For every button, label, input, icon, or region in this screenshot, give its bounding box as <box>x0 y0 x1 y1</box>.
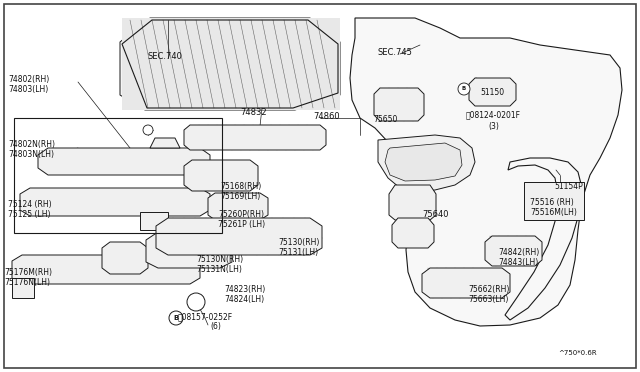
Bar <box>140 212 168 230</box>
Polygon shape <box>140 18 163 110</box>
Text: B: B <box>173 315 179 321</box>
Text: 75125 (LH): 75125 (LH) <box>8 210 51 219</box>
Bar <box>14 118 222 233</box>
Text: 75176M(RH): 75176M(RH) <box>4 268 52 277</box>
Text: 75650: 75650 <box>373 115 397 124</box>
Circle shape <box>187 293 205 311</box>
Bar <box>12 278 34 298</box>
Polygon shape <box>38 148 210 175</box>
Polygon shape <box>12 255 200 284</box>
Polygon shape <box>485 236 542 266</box>
Polygon shape <box>194 18 217 110</box>
Text: 75124 (RH): 75124 (RH) <box>8 200 52 209</box>
Circle shape <box>458 83 470 95</box>
Polygon shape <box>350 18 622 326</box>
Polygon shape <box>102 242 148 274</box>
Text: 75516M(LH): 75516M(LH) <box>530 208 577 217</box>
Polygon shape <box>338 18 340 110</box>
Polygon shape <box>392 218 434 248</box>
Text: 74803N(LH): 74803N(LH) <box>8 150 54 159</box>
Polygon shape <box>374 88 424 121</box>
Polygon shape <box>266 18 289 110</box>
Text: 75130N(RH): 75130N(RH) <box>196 255 243 264</box>
Polygon shape <box>293 18 316 110</box>
Polygon shape <box>311 18 334 110</box>
Text: 74832: 74832 <box>240 108 267 117</box>
Polygon shape <box>469 78 516 106</box>
Polygon shape <box>131 18 154 110</box>
Text: 74842(RH): 74842(RH) <box>498 248 540 257</box>
Polygon shape <box>150 138 180 148</box>
Polygon shape <box>257 18 280 110</box>
Polygon shape <box>184 125 326 150</box>
Polygon shape <box>385 143 462 181</box>
Text: 74860: 74860 <box>313 112 340 121</box>
Text: 75640: 75640 <box>422 210 449 219</box>
Polygon shape <box>149 18 172 110</box>
Polygon shape <box>212 18 235 110</box>
Polygon shape <box>185 18 208 110</box>
Polygon shape <box>378 135 475 192</box>
Text: 74823(RH): 74823(RH) <box>224 285 265 294</box>
Text: (6): (6) <box>210 322 221 331</box>
Text: 74803(LH): 74803(LH) <box>8 85 48 94</box>
Polygon shape <box>248 18 271 110</box>
Polygon shape <box>167 18 190 110</box>
Text: 75663(LH): 75663(LH) <box>468 295 508 304</box>
Polygon shape <box>208 193 268 220</box>
Text: SEC.745: SEC.745 <box>378 48 413 57</box>
Polygon shape <box>275 18 298 110</box>
Polygon shape <box>389 185 436 220</box>
Text: 74824(LH): 74824(LH) <box>224 295 264 304</box>
Text: (3): (3) <box>488 122 499 131</box>
Circle shape <box>143 125 153 135</box>
Polygon shape <box>239 18 262 110</box>
Text: ^750*0.6R: ^750*0.6R <box>558 350 596 356</box>
Text: 74843(LH): 74843(LH) <box>498 258 538 267</box>
Text: B: B <box>462 87 466 92</box>
Polygon shape <box>422 268 510 298</box>
Text: Ⓑ08124-0201F: Ⓑ08124-0201F <box>466 110 521 119</box>
Text: 75169(LH): 75169(LH) <box>220 192 260 201</box>
Polygon shape <box>184 160 258 191</box>
Polygon shape <box>120 18 340 110</box>
Polygon shape <box>20 188 210 216</box>
Text: 75260P(RH): 75260P(RH) <box>218 210 264 219</box>
Polygon shape <box>320 18 340 110</box>
Circle shape <box>169 311 183 325</box>
Polygon shape <box>156 218 322 255</box>
Polygon shape <box>230 18 253 110</box>
Polygon shape <box>158 18 181 110</box>
Polygon shape <box>146 232 232 268</box>
Text: 74802N(RH): 74802N(RH) <box>8 140 55 149</box>
Text: 75130(RH): 75130(RH) <box>278 238 319 247</box>
Text: 74802(RH): 74802(RH) <box>8 75 49 84</box>
Text: 75131(LH): 75131(LH) <box>278 248 318 257</box>
Polygon shape <box>122 18 145 110</box>
Text: 75662(RH): 75662(RH) <box>468 285 509 294</box>
Text: 75131N(LH): 75131N(LH) <box>196 265 242 274</box>
Polygon shape <box>302 18 325 110</box>
Text: 75168(RH): 75168(RH) <box>220 182 261 191</box>
Text: SEC.740: SEC.740 <box>148 52 183 61</box>
Text: 51150: 51150 <box>480 88 504 97</box>
Text: 75261P (LH): 75261P (LH) <box>218 220 265 229</box>
Polygon shape <box>221 18 244 110</box>
Polygon shape <box>329 18 340 110</box>
Text: 75176N(LH): 75176N(LH) <box>4 278 50 287</box>
Bar <box>524 182 584 220</box>
Text: 51154P: 51154P <box>554 182 583 191</box>
Polygon shape <box>203 18 226 110</box>
Text: 75516 (RH): 75516 (RH) <box>530 198 573 207</box>
Polygon shape <box>176 18 199 110</box>
Text: Ⓑ08157-0252F: Ⓑ08157-0252F <box>178 312 233 321</box>
Polygon shape <box>284 18 307 110</box>
